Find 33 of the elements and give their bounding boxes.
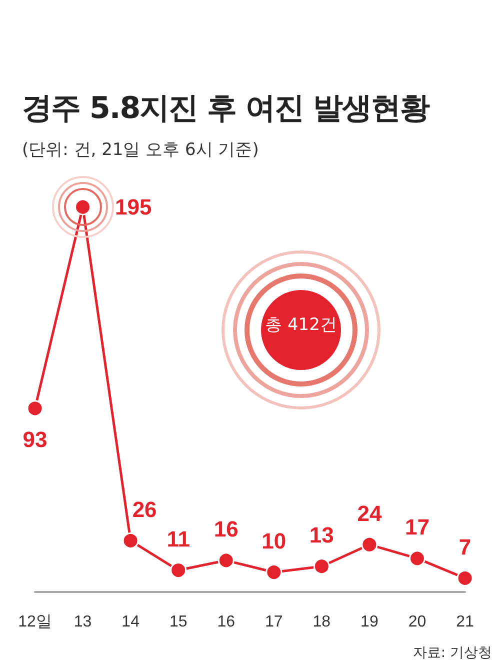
point [361, 536, 378, 553]
data-label: 11 [166, 526, 190, 552]
data-label: 195 [115, 194, 152, 220]
data-label: 24 [357, 500, 382, 526]
x-tick-label: 14 [122, 614, 140, 630]
point [26, 400, 44, 417]
x-tick-label: 15 [169, 614, 188, 630]
data-label: 93 [22, 427, 48, 452]
annotation: 총 412건 [264, 314, 338, 336]
point [218, 552, 234, 569]
x-tick-label: 19 [360, 614, 378, 630]
data-label: 7 [458, 534, 472, 560]
data-label: 10 [262, 528, 286, 554]
data-label: 26 [132, 496, 157, 522]
x-tick-label: 17 [264, 614, 283, 630]
x-tick-label: 13 [74, 614, 92, 630]
chart-subtitle: (단위: 건, 21일 오후 6시 기준) [22, 139, 259, 161]
data-label: 13 [309, 522, 334, 548]
data-label: 17 [404, 514, 430, 540]
point [408, 550, 426, 567]
data-label: 16 [214, 516, 238, 542]
point [313, 558, 330, 575]
chart-title: 경주 5.8지진 후 여진 발생현황 [22, 90, 429, 128]
point [122, 532, 139, 549]
x-tick-label: 20 [408, 614, 426, 630]
x-tick-label: 12일 [18, 614, 52, 630]
x-tick-label: 21 [456, 614, 474, 630]
point [266, 564, 282, 580]
x-tick-label: 18 [312, 614, 331, 630]
point [170, 562, 187, 579]
text: 자료: 기상청 [412, 644, 492, 662]
point [456, 570, 474, 586]
x-tick-label: 16 [217, 614, 236, 630]
